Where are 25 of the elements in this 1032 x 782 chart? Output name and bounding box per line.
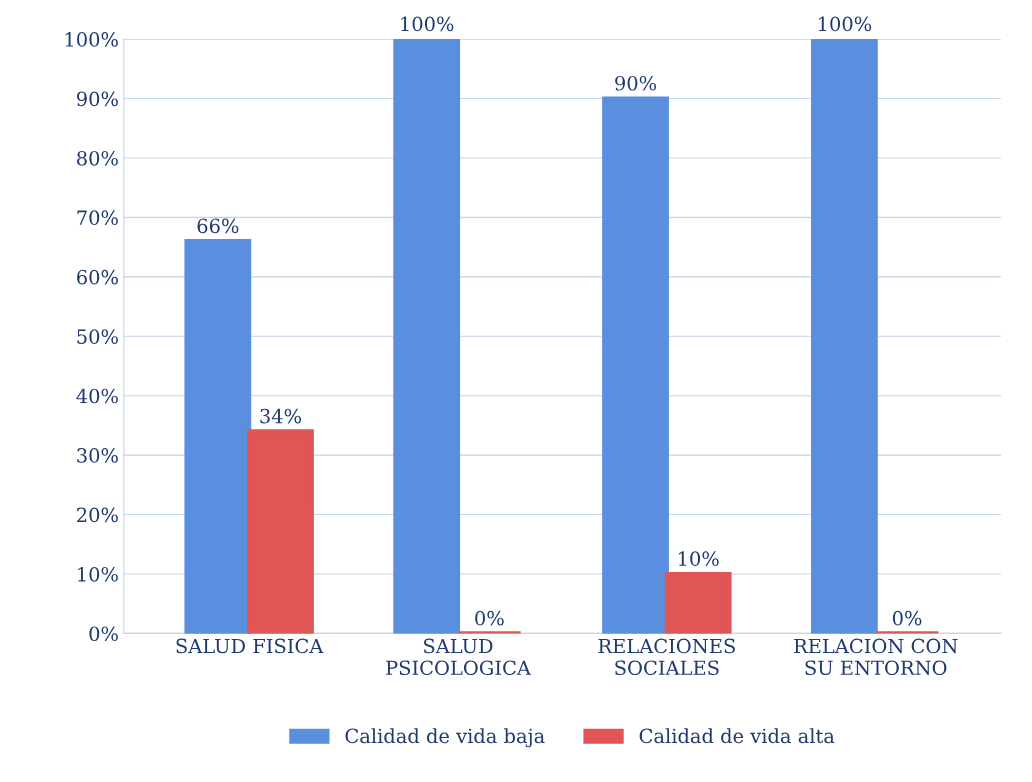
legend-label: Calidad de vida baja [345,728,545,748]
data-label: 100% [401,16,454,32]
x-tick-label: SALUD FISICA [176,638,324,654]
y-tick-label: 90% [76,91,118,107]
y-tick-label: 70% [77,210,118,226]
y-tick-label: 40% [76,388,118,404]
legend-label: Calidad de vida alta [639,728,835,744]
y-tick-label: 80% [77,150,118,166]
x-tick-label: RELACION CON SU ENTORNO [794,638,958,676]
x-tick-label: RELACIONES SOCIALES [598,638,735,676]
y-tick-label: 100% [65,32,118,47]
y-tick-label: 0% [89,626,118,642]
data-label: 0% [892,610,922,626]
y-tick-label: 10% [78,566,118,582]
y-tick-label: 50% [77,329,118,344]
y-tick-label: 60% [77,269,118,285]
y-tick-label: 20% [77,507,118,523]
data-label: 10% [678,551,719,567]
data-label: 66% [197,218,239,234]
data-label: 90% [615,75,657,91]
y-tick-label: 30% [77,448,118,463]
x-tick-label: SALUD PSICOLOGICA [386,638,532,676]
data-label: 34% [260,408,302,424]
data-label: 0% [475,610,504,626]
data-label: 100% [818,16,872,32]
